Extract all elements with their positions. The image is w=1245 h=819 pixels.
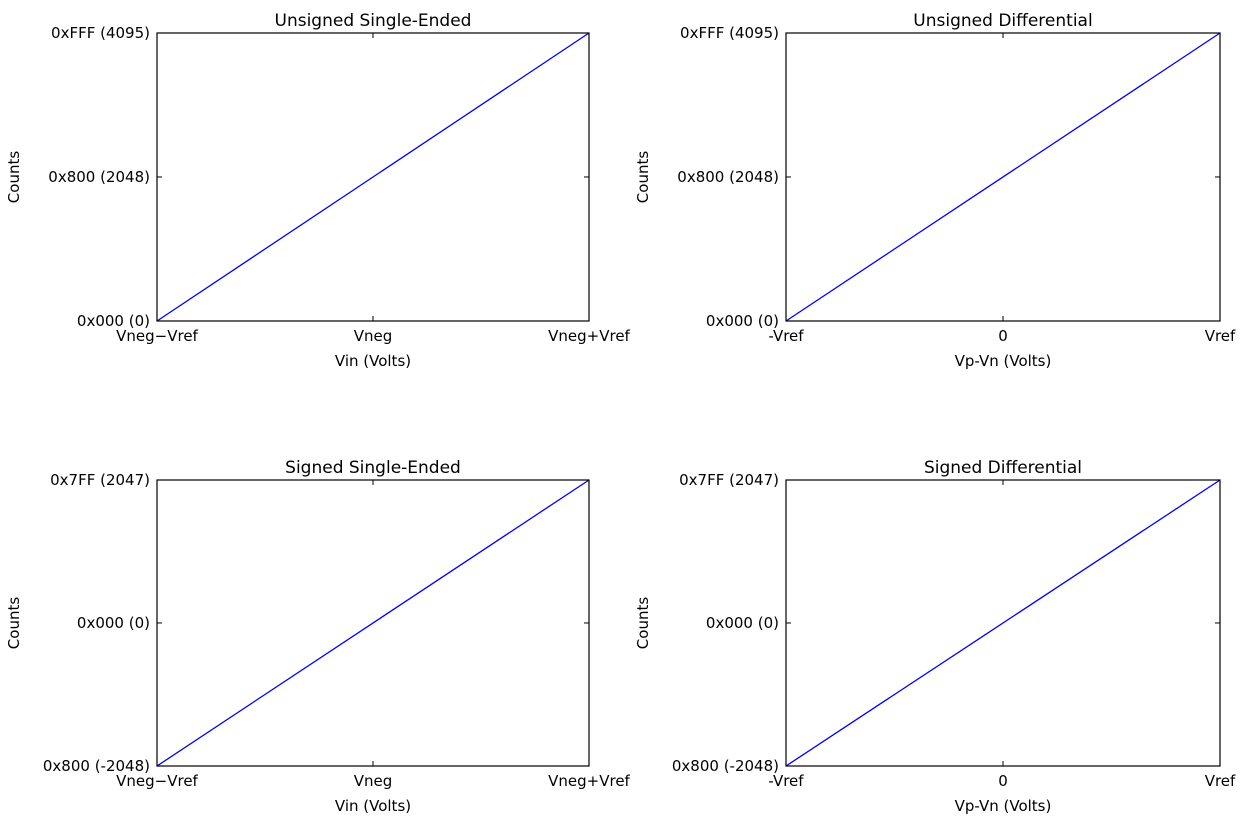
- x-tick-label: Vneg+Vref: [548, 772, 630, 790]
- y-tick-label: 0xFFF (4095): [51, 24, 150, 42]
- chart-title: Signed Single-Ended: [285, 458, 461, 478]
- x-tick-label: Vneg: [354, 772, 393, 790]
- series-line: [156, 479, 590, 767]
- x-tick-label: Vneg−Vref: [116, 772, 198, 790]
- x-tick-label: -Vref: [768, 327, 804, 345]
- plot-frame: [156, 32, 590, 322]
- y-tick-label: 0x800 (-2048): [43, 757, 150, 775]
- y-tick-label: 0x000 (0): [77, 614, 150, 632]
- y-tick-label: 0x800 (2048): [677, 168, 779, 186]
- chart-title: Unsigned Single-Ended: [275, 11, 472, 31]
- x-axis-label: Vp-Vn (Volts): [955, 352, 1052, 370]
- x-axis-label: Vin (Volts): [335, 797, 411, 815]
- plot-frame: [156, 479, 590, 767]
- y-tick-label: 0x800 (-2048): [672, 757, 779, 775]
- x-tick-label: Vneg+Vref: [548, 327, 630, 345]
- x-tick-label: 0: [998, 772, 1008, 790]
- y-tick-label: 0x800 (2048): [48, 168, 150, 186]
- x-tick-label: 0: [998, 327, 1008, 345]
- y-axis-label: Counts: [5, 151, 23, 204]
- y-tick-label: 0x000 (0): [706, 312, 779, 330]
- y-tick-label: 0x7FF (2047): [679, 471, 779, 489]
- series-line: [785, 32, 1221, 322]
- y-tick-label: 0x000 (0): [706, 614, 779, 632]
- x-axis-label: Vin (Volts): [335, 352, 411, 370]
- y-tick-label: 0x7FF (2047): [50, 471, 150, 489]
- chart-signed-single-ended: Signed Single-Ended Vin (Volts) Counts V…: [5, 458, 631, 815]
- y-tick-label: 0xFFF (4095): [680, 24, 779, 42]
- plot-frame: [785, 479, 1221, 767]
- x-tick-label: Vneg−Vref: [116, 327, 198, 345]
- chart-title: Signed Differential: [924, 458, 1082, 478]
- x-axis-label: Vp-Vn (Volts): [955, 797, 1052, 815]
- series-line: [156, 32, 590, 322]
- x-tick-label: Vref: [1205, 327, 1236, 345]
- chart-signed-differential: Signed Differential Vp-Vn (Volts) Counts…: [634, 458, 1236, 815]
- chart-title: Unsigned Differential: [913, 11, 1092, 31]
- series-line: [785, 479, 1221, 767]
- x-tick-label: Vref: [1205, 772, 1236, 790]
- x-tick-label: Vneg: [354, 327, 393, 345]
- y-tick-label: 0x000 (0): [77, 312, 150, 330]
- y-axis-label: Counts: [5, 597, 23, 650]
- x-tick-label: -Vref: [768, 772, 804, 790]
- chart-unsigned-differential: Unsigned Differential Vp-Vn (Volts) Coun…: [634, 11, 1236, 370]
- y-axis-label: Counts: [634, 597, 652, 650]
- plot-frame: [785, 32, 1221, 322]
- y-axis-label: Counts: [634, 151, 652, 204]
- chart-unsigned-single-ended: Unsigned Single-Ended Vin (Volts) Counts…: [5, 11, 631, 370]
